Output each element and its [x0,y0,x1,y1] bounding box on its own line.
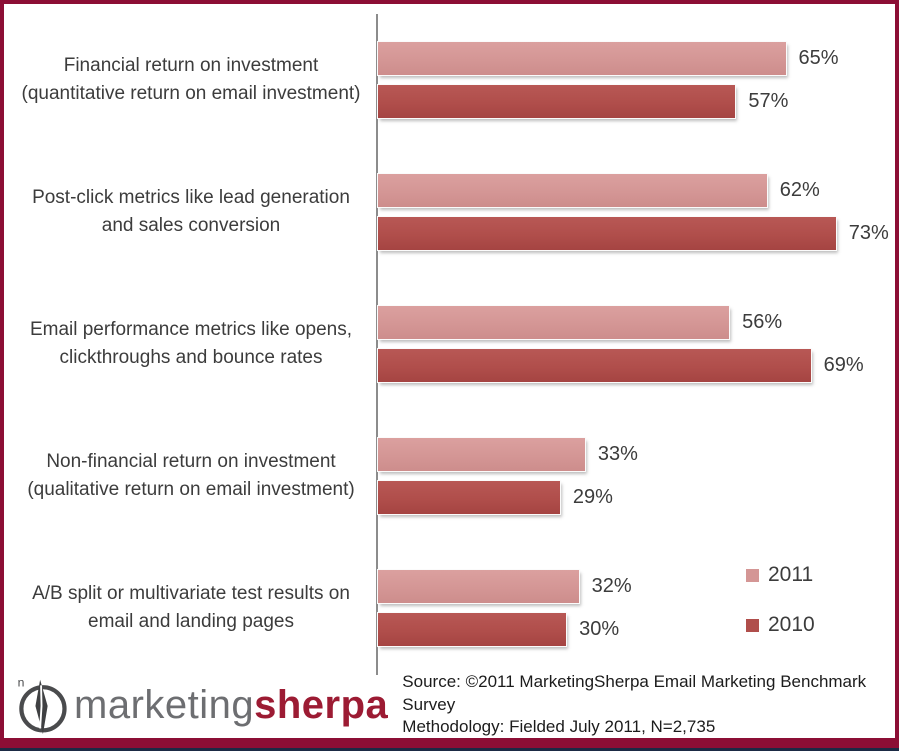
category-bars: 56% 69% [378,278,895,410]
category-bars: 33% 29% [378,410,895,542]
legend-swatch-2011-icon [746,568,759,582]
category-bars: 32% 30% [378,542,895,674]
bar-value-2011: 32% [591,575,632,597]
bar-line-2010: 69% [378,349,895,382]
bar-line-2011: 32% [378,570,895,603]
category-label: Financial return on investment (quantita… [21,55,361,104]
bar-line-2011: 56% [378,306,895,339]
legend-label-2010: 2010 [768,613,815,636]
bar-2010 [378,613,567,646]
bar-value-2010: 29% [572,486,613,508]
bar-value-2011: 65% [798,47,839,69]
chart-row: Non-financial return on investment (qual… [4,410,895,542]
methodology-line: Methodology: Fielded July 2011, N=2,735 [402,717,716,737]
marketingsherpa-logo: n marketingsherpa [12,674,388,736]
category-label: Email performance metrics like opens, cl… [29,319,353,368]
bar-value-2010: 73% [848,222,889,244]
bar-line-2010: 73% [378,217,895,250]
compass-n-mark: n [18,675,25,689]
source-line: Source: ©2011 MarketingSherpa Email Mark… [402,672,867,714]
footer: n marketingsherpa Source: ©2011 Marketin… [4,672,895,738]
bar-chart: Financial return on investment (quantita… [4,14,895,675]
bar-2010 [378,349,811,382]
chart-legend: 2011 2010 [746,563,815,637]
category-axis-line [376,14,378,675]
logo-marketing-text: marketing [74,682,255,727]
bar-2010 [378,481,560,514]
chart-row: Financial return on investment (quantita… [4,14,895,146]
bar-value-2010: 30% [579,618,620,640]
legend-item-2010: 2010 [746,613,815,637]
bar-2010 [378,85,736,118]
source-attribution: Source: ©2011 MarketingSherpa Email Mark… [402,671,895,738]
legend-item-2011: 2011 [746,563,815,587]
bar-2011 [378,306,730,339]
bar-2011 [378,570,579,603]
bar-value-2011: 56% [742,311,783,333]
bar-2011 [378,438,585,471]
category-label: A/B split or multivariate test results o… [32,583,350,632]
category-label: Post-click metrics like lead generation … [32,187,350,236]
bar-line-2011: 62% [378,174,895,207]
bar-2011 [378,174,767,207]
bar-line-2011: 65% [378,42,895,75]
bar-2011 [378,42,786,75]
legend-swatch-2010-icon [746,618,759,632]
bar-line-2010: 29% [378,481,895,514]
bar-line-2011: 33% [378,438,895,471]
bar-2010 [378,217,836,250]
chart-row: Email performance metrics like opens, cl… [4,278,895,410]
category-label: Non-financial return on investment (qual… [27,451,355,500]
legend-label-2011: 2011 [768,563,814,586]
chart-row: A/B split or multivariate test results o… [4,542,895,674]
bar-value-2011: 62% [779,179,820,201]
category-bars: 65% 57% [378,14,895,146]
logo-sherpa-text: sherpa [254,682,389,727]
chart-row: Post-click metrics like lead generation … [4,146,895,278]
bar-value-2010: 69% [823,354,864,376]
category-bars: 62% 73% [378,146,895,278]
bar-value-2010: 57% [748,90,789,112]
bar-line-2010: 30% [378,613,895,646]
chart-rows: Financial return on investment (quantita… [4,14,895,674]
bar-line-2010: 57% [378,85,895,118]
bar-value-2011: 33% [597,443,638,465]
logo-wordmark: marketingsherpa [74,683,388,728]
compass-icon: n [18,675,67,735]
